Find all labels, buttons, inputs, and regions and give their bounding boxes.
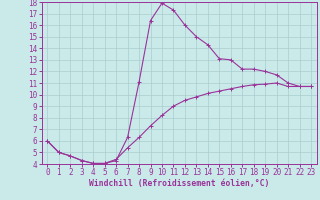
X-axis label: Windchill (Refroidissement éolien,°C): Windchill (Refroidissement éolien,°C) — [89, 179, 269, 188]
